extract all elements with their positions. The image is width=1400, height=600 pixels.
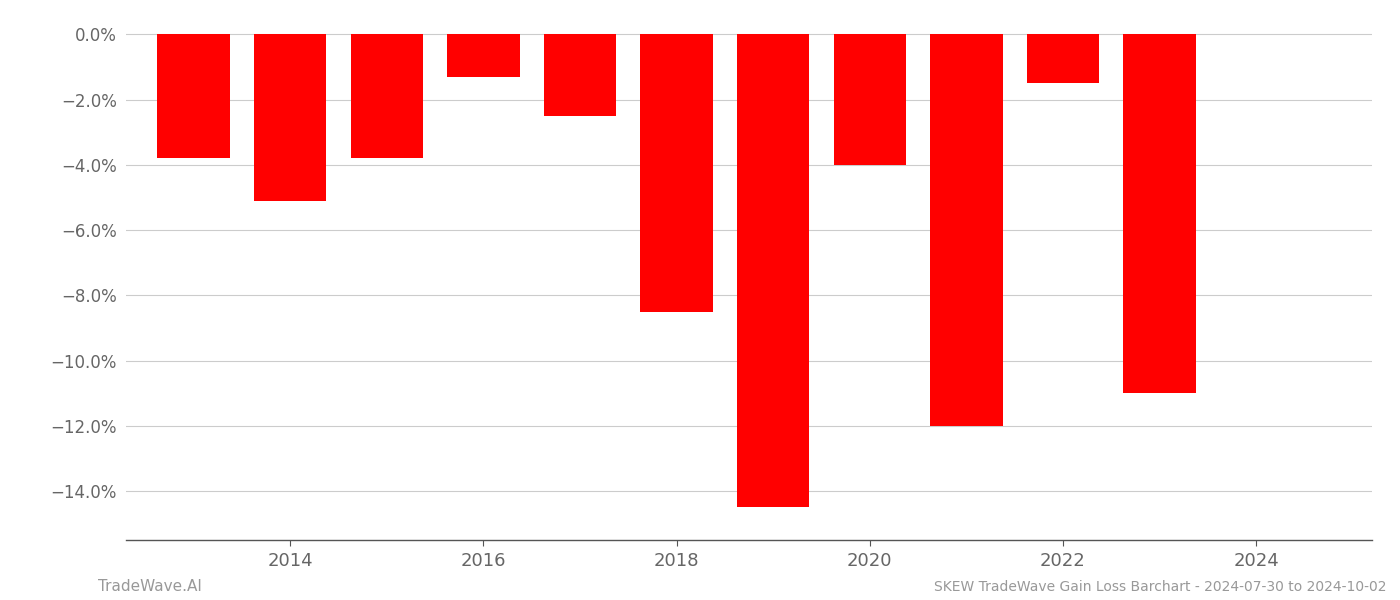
Bar: [930, 34, 1002, 426]
Bar: [447, 34, 519, 77]
Bar: [640, 34, 713, 311]
Bar: [543, 34, 616, 116]
Bar: [253, 34, 326, 200]
Text: SKEW TradeWave Gain Loss Barchart - 2024-07-30 to 2024-10-02: SKEW TradeWave Gain Loss Barchart - 2024…: [934, 580, 1386, 594]
Bar: [833, 34, 906, 165]
Bar: [1123, 34, 1196, 393]
Bar: [350, 34, 423, 158]
Bar: [157, 34, 230, 158]
Bar: [1026, 34, 1099, 83]
Bar: [736, 34, 809, 508]
Text: TradeWave.AI: TradeWave.AI: [98, 579, 202, 594]
